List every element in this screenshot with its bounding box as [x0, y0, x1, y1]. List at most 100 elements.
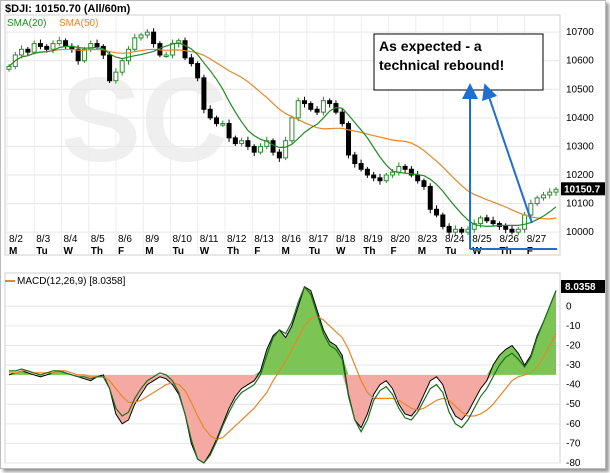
- candle-body: [314, 108, 320, 113]
- macd-y-tick: -50: [566, 399, 581, 410]
- weekday-label: Tu: [36, 246, 47, 257]
- price-y-tick: 10600: [566, 56, 594, 67]
- date-label: 8/26: [500, 234, 520, 245]
- candle-body: [125, 48, 131, 62]
- candle-body: [19, 48, 25, 56]
- candle-body: [195, 63, 201, 79]
- annotation-arrows: [462, 83, 557, 250]
- candle-body: [25, 48, 31, 53]
- candle-body: [188, 57, 194, 65]
- date-label: 8/2: [9, 234, 23, 245]
- candle-body: [276, 151, 282, 159]
- price-y-tick: 10200: [566, 170, 594, 181]
- date-label: 8/16: [282, 234, 302, 245]
- weekday-label: Th: [500, 246, 512, 257]
- date-label: 8/10: [173, 234, 193, 245]
- date-label: 8/9: [145, 234, 159, 245]
- candle-body: [490, 220, 496, 225]
- weekday-label: M: [9, 246, 17, 257]
- candle-body: [440, 214, 446, 227]
- candle-body: [452, 228, 458, 233]
- candle-body: [364, 168, 370, 176]
- sma20-path: [8, 42, 557, 228]
- macd-histogram: [8, 285, 557, 464]
- candle-body: [421, 180, 427, 187]
- candle-body: [113, 71, 119, 82]
- macd-line-path: [9, 285, 557, 464]
- price-panel: [4, 14, 561, 256]
- candle-body: [63, 40, 69, 47]
- sma20-legend: SMA(20): [7, 18, 46, 29]
- candle-body: [427, 185, 433, 210]
- date-label: 8/3: [36, 234, 50, 245]
- macd-y-axis: 0 -10 -20 -30 -40 -50 -60 -70 -80: [566, 301, 581, 468]
- macd-title: MACD(12,26,9) [8.0358]: [17, 276, 126, 287]
- candle-body: [264, 140, 270, 147]
- annotation-box: [373, 33, 544, 91]
- candle-body: [251, 145, 257, 153]
- watermark-logo: SC: [61, 53, 228, 187]
- candle-body: [515, 228, 521, 233]
- weekday-label: F: [391, 246, 397, 257]
- date-label: 8/27: [527, 234, 547, 245]
- candle-body: [434, 208, 440, 216]
- candle-body: [471, 223, 477, 230]
- date-label: 8/24: [445, 234, 465, 245]
- weekday-label: Th: [363, 246, 375, 257]
- candle-body: [44, 45, 50, 50]
- weekday-label: F: [254, 246, 260, 257]
- macd-y-tick: -40: [566, 380, 581, 391]
- macd-last-badge: [561, 280, 605, 293]
- weekday-label: Tu: [173, 246, 184, 257]
- candle-body: [245, 140, 251, 147]
- candle-body: [484, 217, 490, 222]
- candle-body: [352, 154, 358, 165]
- candle-body: [107, 54, 113, 82]
- date-label: 8/17: [309, 234, 329, 245]
- annotation-line-2: technical rebound!: [379, 57, 504, 73]
- price-y-tick: 10500: [566, 84, 594, 95]
- candle-body: [396, 165, 402, 173]
- candle-body: [144, 31, 150, 36]
- candle-body: [270, 140, 276, 153]
- price-y-tick: 10300: [566, 141, 594, 152]
- date-label: 8/23: [418, 234, 438, 245]
- weekday-label: W: [200, 246, 210, 257]
- chart-title: $DJI: 10150.70 (All/60m): [5, 3, 131, 15]
- macd-y-tick: -30: [566, 360, 581, 371]
- candle-body: [320, 100, 326, 113]
- weekday-label: W: [64, 246, 74, 257]
- macd-y-tick: -10: [566, 321, 581, 332]
- candle-body: [201, 77, 207, 110]
- price-x-axis: 8/2M8/3Tu8/4W8/5Th8/6F8/9M8/10Tu8/11W8/1…: [9, 234, 547, 257]
- candle-body: [138, 34, 144, 39]
- date-label: 8/25: [472, 234, 492, 245]
- macd-histogram-outline: [8, 285, 557, 464]
- price-last-badge: [561, 182, 605, 196]
- candle-body: [295, 100, 301, 119]
- candle-body: [37, 43, 43, 47]
- date-label: 8/13: [254, 234, 274, 245]
- macd-negative-area: [9, 374, 556, 463]
- macd-lines: [9, 285, 557, 464]
- date-label: 8/20: [391, 234, 411, 245]
- candle-body: [232, 137, 238, 145]
- svg-text:SC: SC: [61, 53, 228, 187]
- candle-body: [81, 48, 87, 62]
- candle-body: [358, 163, 364, 170]
- candle-body: [75, 48, 81, 62]
- candle-body: [390, 171, 396, 176]
- macd-last-value: 8.0358: [565, 282, 596, 293]
- price-last-value: 10150.7: [564, 184, 601, 195]
- weekday-label: Tu: [445, 246, 456, 257]
- candle-body: [327, 100, 333, 105]
- candle-body: [346, 123, 352, 156]
- candle-body: [534, 197, 540, 205]
- price-y-tick: 10100: [566, 199, 594, 210]
- sma20-line: [8, 42, 557, 228]
- candle-body: [553, 188, 559, 193]
- price-y-tick: 10400: [566, 113, 594, 124]
- date-label: 8/19: [363, 234, 383, 245]
- candle-body: [478, 217, 484, 225]
